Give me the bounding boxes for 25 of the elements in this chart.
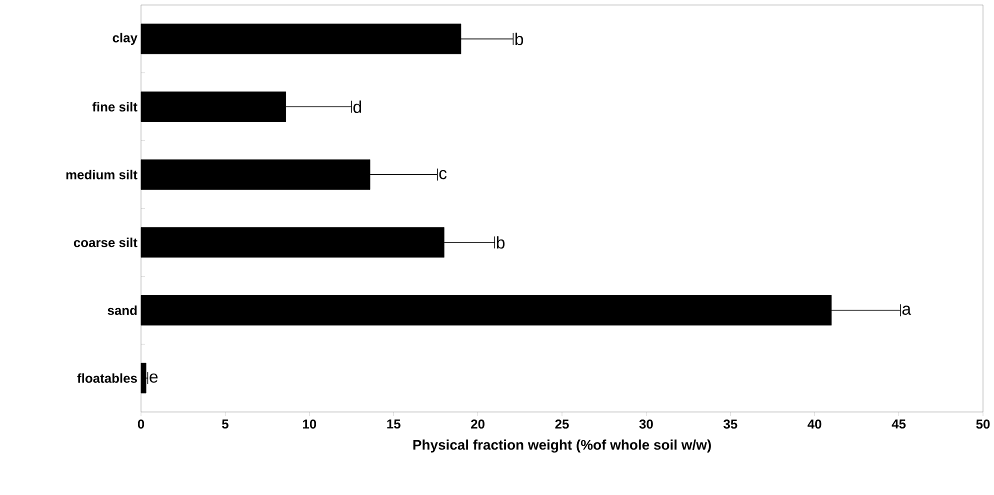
annotation: e [150, 373, 158, 383]
annotation: a [902, 306, 912, 315]
y-tick-label: coarse silt [74, 238, 138, 248]
y-tick-label: fine silt [92, 102, 138, 112]
x-tick-label: 30 [639, 420, 653, 429]
y-tick-label: medium silt [66, 170, 138, 180]
annotation: b [496, 236, 505, 249]
y-tick-label: clay [112, 32, 138, 45]
x-tick-label: 15 [387, 420, 400, 429]
x-tick-label: 40 [808, 420, 822, 429]
annotation: c [439, 170, 447, 180]
x-tick-label: 50 [976, 420, 990, 429]
x-tick-label: 20 [471, 420, 484, 429]
x-tick-label: 35 [724, 420, 738, 429]
bar [140, 362, 146, 394]
x-tick-label: 10 [303, 420, 316, 429]
x-tick-label: 45 [892, 420, 906, 429]
annotation: d [353, 100, 362, 113]
x-tick-label: 0 [138, 420, 144, 429]
x-tick-label: 5 [222, 420, 228, 429]
x-tick-label: 25 [555, 420, 569, 429]
y-tick-label: floatables [77, 373, 137, 383]
annotation: b [515, 32, 524, 46]
y-tick-label: sand [108, 305, 137, 315]
x-axis-title: Physical fraction weight (%of whole soil w/w) [413, 440, 711, 453]
